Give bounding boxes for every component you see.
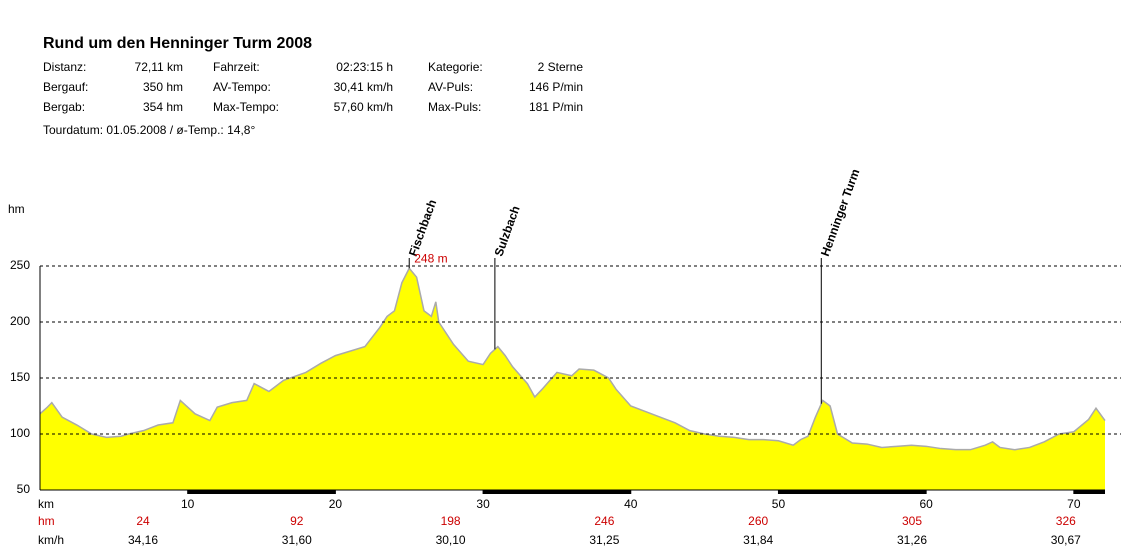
row-value: 31,26 (897, 533, 927, 547)
elevation-line (39, 266, 1106, 451)
y-tick-label: 200 (10, 314, 30, 328)
stat-value: 57,60 km/h (334, 100, 393, 114)
landmark-label: Fischbach (406, 198, 439, 259)
stat-value: 354 hm (143, 100, 183, 114)
stat-value: 146 P/min (529, 80, 583, 94)
stat-label: AV-Tempo: (213, 80, 271, 94)
row-value: 30,67 (1051, 533, 1081, 547)
title: Rund um den Henninger Turm 2008 (43, 35, 312, 52)
x-tick-label: 60 (919, 497, 933, 511)
x-tick-label: 70 (1067, 497, 1081, 511)
y-tick-label: 150 (10, 370, 30, 384)
y-axis-label: hm (8, 202, 25, 216)
stat-value: 181 P/min (529, 100, 583, 114)
row-value: 198 (441, 514, 461, 528)
stat-label: Bergab: (43, 100, 85, 114)
stat-value: 02:23:15 h (336, 60, 393, 74)
row-value: 305 (902, 514, 922, 528)
axis-segment (1073, 490, 1105, 494)
y-tick-label: 250 (10, 258, 30, 272)
axis-segment (778, 490, 927, 494)
stat-value: 30,41 km/h (334, 80, 393, 94)
row-value: 326 (1056, 514, 1076, 528)
x-axis-label: km (38, 497, 54, 511)
x-tick-label: 30 (476, 497, 490, 511)
y-tick-label: 100 (10, 426, 30, 440)
landmark-label: Sulzbach (492, 204, 523, 258)
stat-label: Bergauf: (43, 80, 88, 94)
stat-value: 2 Sterne (538, 60, 584, 74)
tour-date: Tourdatum: 01.05.2008 / ø-Temp.: 14,8° (43, 123, 255, 137)
row-value: 30,10 (436, 533, 466, 547)
x-tick-label: 50 (772, 497, 786, 511)
elevation-area (40, 268, 1105, 490)
row-value: 34,16 (128, 533, 158, 547)
stat-label: Kategorie: (428, 60, 483, 74)
landmark-label: Henninger Turm (818, 167, 863, 258)
stat-label: Fahrzeit: (213, 60, 260, 74)
row-value: 31,84 (743, 533, 773, 547)
x-tick-label: 20 (329, 497, 343, 511)
row-value: 246 (594, 514, 614, 528)
row-label: hm (38, 514, 55, 528)
row-value: 92 (290, 514, 304, 528)
stat-label: Max-Puls: (428, 100, 481, 114)
axis-segment (483, 490, 631, 494)
x-tick-label: 40 (624, 497, 638, 511)
row-value: 31,60 (282, 533, 312, 547)
y-tick-label: 50 (17, 482, 31, 496)
x-tick-label: 10 (181, 497, 195, 511)
row-value: 31,25 (589, 533, 619, 547)
stat-label: AV-Puls: (428, 80, 473, 94)
row-value: 260 (748, 514, 768, 528)
stat-label: Distanz: (43, 60, 86, 74)
stat-value: 72,11 km (135, 60, 183, 74)
stat-label: Max-Tempo: (213, 100, 279, 114)
axis-segment (187, 490, 336, 494)
row-label: km/h (38, 533, 64, 547)
row-value: 24 (136, 514, 150, 528)
stat-value: 350 hm (143, 80, 183, 94)
peak-label: 248 m (414, 251, 447, 265)
